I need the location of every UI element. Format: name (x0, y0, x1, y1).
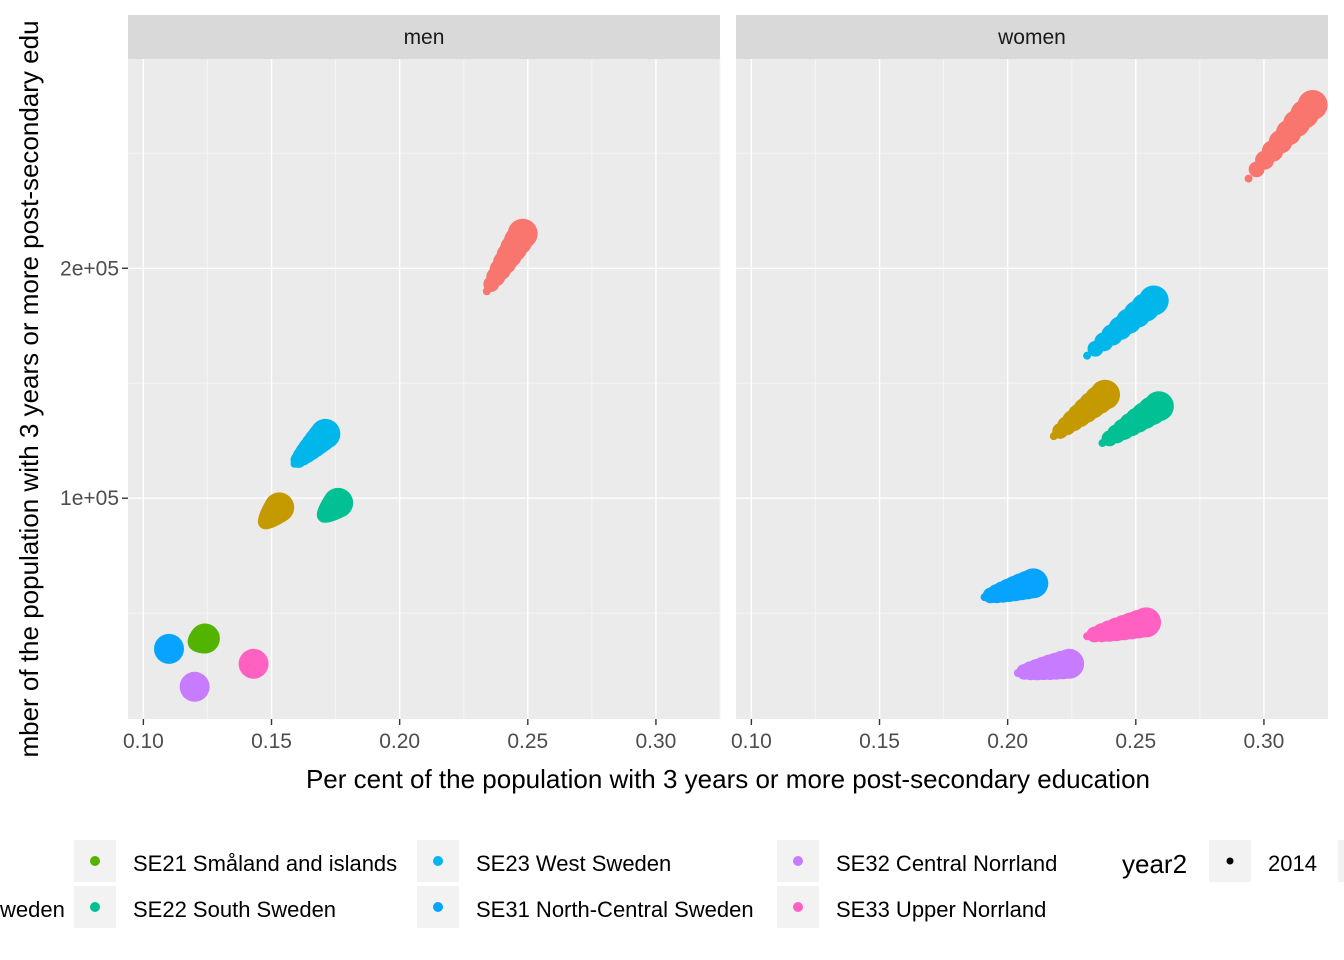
legend: weden SE21 Småland and islands SE22 South … (0, 840, 1344, 928)
data-point (154, 633, 185, 664)
legend-size-title: year2 (1122, 849, 1187, 879)
legend-label: SE21 Småland and islands (133, 851, 397, 876)
legend-size-dot (1226, 857, 1234, 865)
grid-women (736, 59, 1328, 719)
data-point (1244, 174, 1253, 183)
strip-label-men: men (404, 26, 445, 49)
y-tick-label: 1e+05 (60, 487, 119, 510)
data-point (1131, 607, 1162, 638)
x-tick-label: 0.10 (731, 730, 772, 753)
x-tick-label: 0.20 (379, 730, 420, 753)
legend-size-key-partial (1338, 840, 1344, 882)
legend-swatch (793, 856, 803, 866)
x-tick-label: 0.30 (1243, 730, 1284, 753)
legend-label: SE33 Upper Norrland (836, 897, 1046, 922)
points-women (980, 89, 1328, 681)
x-tick-label: 0.25 (507, 730, 548, 753)
legend-label: SE22 South Sweden (133, 897, 336, 922)
panel-men (128, 59, 720, 719)
legend-label: SE32 Central Norrland (836, 851, 1057, 876)
data-point (323, 487, 354, 518)
data-point (1143, 391, 1174, 422)
legend-swatch (433, 902, 443, 912)
data-point (1054, 648, 1085, 679)
y-axis: 1e+05 2e+05 (60, 257, 128, 510)
legend-swatch (433, 856, 443, 866)
strip-women (736, 15, 1328, 59)
data-point (238, 648, 269, 679)
data-point (1297, 89, 1328, 120)
data-point (310, 418, 341, 449)
grid-men (128, 59, 721, 719)
x-tick-label: 0.20 (987, 730, 1028, 753)
x-tick-label: 0.25 (1115, 730, 1156, 753)
data-point (179, 671, 210, 702)
x-tick-label: 0.15 (859, 730, 900, 753)
strip-men (128, 15, 720, 59)
legend-swatch (793, 902, 803, 912)
legend-label: SE23 West Sweden (476, 851, 671, 876)
x-tick-label: 0.10 (123, 730, 164, 753)
points-men (154, 218, 538, 702)
data-point (1083, 351, 1092, 360)
data-point (1018, 568, 1049, 599)
legend-size-label: 2014 (1268, 851, 1317, 876)
x-tick-label: 0.30 (635, 730, 676, 753)
legend-swatch (90, 856, 100, 866)
y-axis-title: mber of the population with 3 years or m… (14, 20, 44, 757)
legend-label: weden (0, 897, 65, 922)
legend-swatch (90, 902, 100, 912)
data-point (189, 623, 220, 654)
y-tick-label: 2e+05 (60, 257, 119, 280)
x-axis: 0.10 0.15 0.20 0.25 0.30 0.10 0.15 0.20 0.25 0.30 (123, 719, 1284, 753)
data-point (264, 492, 295, 523)
x-tick-label: 0.15 (251, 730, 292, 753)
legend-label: SE31 North-Central Sweden (476, 897, 754, 922)
x-axis-title: Per cent of the population with 3 years … (306, 764, 1150, 794)
panel-women (736, 59, 1328, 719)
data-point (1138, 285, 1169, 316)
strip-label-women: women (997, 26, 1066, 49)
data-point (1090, 379, 1121, 410)
data-point (507, 218, 538, 249)
